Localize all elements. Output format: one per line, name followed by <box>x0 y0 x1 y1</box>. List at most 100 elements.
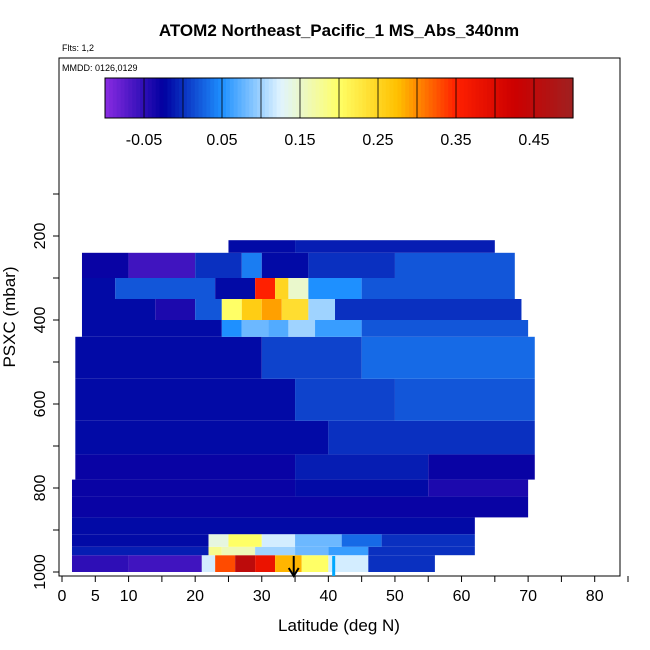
heatmap-cell <box>81 299 156 320</box>
colorbar-swatch <box>549 78 555 118</box>
heatmap-cell <box>268 320 289 337</box>
heatmap-cell <box>394 378 535 421</box>
heatmap-cell <box>195 299 222 320</box>
heatmap-cell <box>221 320 242 337</box>
colorbar-swatch <box>495 78 500 118</box>
colorbar-swatch <box>393 78 399 118</box>
colorbar-swatch <box>537 78 543 118</box>
colorbar-swatch <box>335 78 340 118</box>
colorbar-swatch <box>280 78 285 118</box>
colorbar-swatch <box>339 78 344 118</box>
colorbar-swatch <box>155 78 161 118</box>
colorbar-swatch <box>151 78 157 118</box>
heatmap-cell <box>368 555 435 572</box>
colorbar-swatch <box>475 78 480 118</box>
colorbar-swatch <box>366 78 371 118</box>
colorbar-swatch <box>276 78 282 118</box>
colorbar-tick-label: 0.25 <box>362 132 393 149</box>
colorbar-swatch <box>167 78 172 118</box>
colorbar-swatch <box>175 78 180 118</box>
colorbar-swatch <box>487 78 492 118</box>
heatmap-cell <box>361 320 529 337</box>
heatmap-cell <box>428 454 535 480</box>
y-axis-label: PSXC (mbar) <box>0 266 19 367</box>
colorbar-swatch <box>296 78 301 118</box>
heatmap-cell <box>368 546 475 556</box>
heatmap-cell <box>71 496 529 518</box>
x-tick-label: 80 <box>586 588 604 605</box>
colorbar-swatch <box>452 78 457 118</box>
plot-frame <box>58 57 621 577</box>
colorbar-swatch <box>272 78 278 118</box>
heatmap-cell <box>75 336 262 379</box>
heatmap-cell <box>221 299 242 320</box>
heatmap-cell <box>328 420 535 455</box>
heatmap-cell <box>295 378 395 421</box>
colorbar-tick-label: 0.35 <box>440 132 471 149</box>
heatmap-cell <box>241 252 262 278</box>
colorbar-swatch <box>284 78 289 118</box>
heatmap-cell <box>301 555 329 572</box>
colorbar-swatch <box>354 78 360 118</box>
latitude-arrow-head <box>287 567 300 578</box>
y-tick-label: 400 <box>32 307 49 334</box>
colorbar-swatch <box>186 78 192 118</box>
colorbar-swatch <box>307 78 313 118</box>
colorbar-swatch <box>311 78 317 118</box>
colorbar-swatch <box>210 78 215 118</box>
heatmap-cell <box>261 299 282 320</box>
latitude-markers <box>287 556 336 578</box>
colorbar-swatch <box>237 78 243 118</box>
colorbar-swatch <box>561 78 566 118</box>
y-tick-label: 600 <box>32 391 49 418</box>
heatmap-cell <box>75 378 296 421</box>
heatmap-cell <box>308 252 395 278</box>
heatmap-cell <box>255 278 276 299</box>
colorbar-swatch <box>522 78 527 118</box>
heatmap-cell <box>281 299 309 320</box>
y-tick-label: 800 <box>32 475 49 502</box>
heatmap-cell <box>295 454 429 480</box>
colorbar-swatch <box>565 78 570 118</box>
colorbar-swatch <box>288 78 293 118</box>
heatmap-cell <box>75 454 296 480</box>
heatmap-cell <box>295 479 429 497</box>
colorbar-swatch <box>261 78 266 118</box>
colorbar-swatch <box>249 78 254 118</box>
x-tick-label: 40 <box>319 588 337 605</box>
colorbar-swatch <box>569 78 574 118</box>
heatmap-cell <box>155 299 196 320</box>
colorbar-swatch <box>171 78 176 118</box>
heatmap-cell <box>215 278 256 299</box>
colorbar-swatch <box>534 78 539 118</box>
colorbar-swatch <box>420 78 426 118</box>
colorbar-tick-label: -0.05 <box>126 132 163 149</box>
colorbar-swatch <box>198 78 204 118</box>
heatmap-cell <box>261 336 362 379</box>
colorbar-swatch <box>483 78 488 118</box>
colorbar-swatch <box>194 78 200 118</box>
heatmap-cell <box>208 534 229 547</box>
colorbar-swatch <box>557 78 562 118</box>
colorbar-swatch <box>506 78 512 118</box>
colorbar-swatch <box>331 78 336 118</box>
heatmap-cells <box>71 240 535 572</box>
x-tick-label: 5 <box>91 588 100 605</box>
colorbar-swatch <box>479 78 484 118</box>
colorbar-swatch <box>381 78 387 118</box>
heatmap-cell <box>208 546 222 556</box>
colorbar-swatch <box>459 78 465 118</box>
heatmap-cell <box>241 299 262 320</box>
colorbar-tick-label: 0.05 <box>206 132 237 149</box>
colorbar-swatch <box>409 78 414 118</box>
heatmap-cell <box>261 534 296 547</box>
colorbar-swatch <box>163 78 168 118</box>
heatmap-cell <box>255 546 296 556</box>
colorbar-swatch <box>498 78 504 118</box>
latitude-marker-bar <box>332 556 336 576</box>
y-tick-label: 1000 <box>32 554 49 590</box>
colorbar-swatch <box>385 78 391 118</box>
heatmap-cell <box>328 555 369 572</box>
heatmap-cell <box>228 534 262 547</box>
